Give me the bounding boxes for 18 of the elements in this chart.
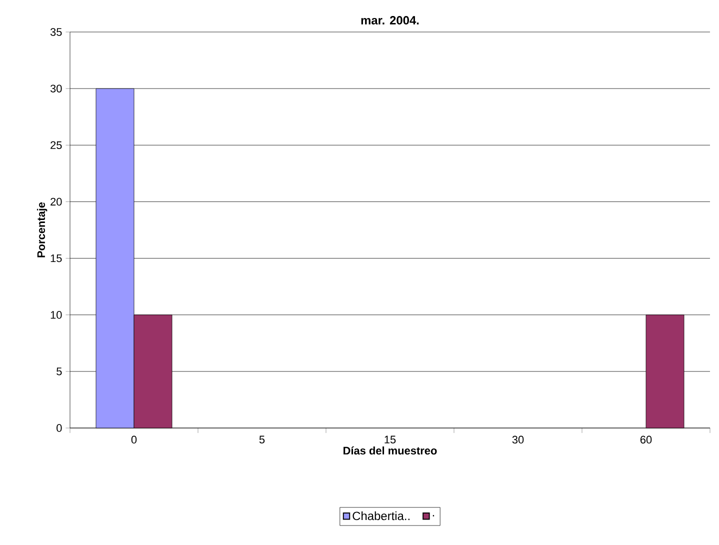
- y-tick-label: 25: [50, 141, 62, 150]
- x-tick-label: 15: [384, 436, 396, 444]
- chart-title: mar. 2004.: [361, 16, 419, 24]
- y-tick-label: 20: [50, 198, 62, 206]
- y-tick-label: 0: [56, 424, 62, 432]
- y-tick-label: 5: [56, 368, 62, 376]
- y-tick-label: 15: [50, 254, 62, 262]
- x-tick-label: 0: [131, 436, 137, 444]
- legend-label: Chabertia..: [352, 511, 410, 520]
- x-tick-label: 30: [512, 436, 524, 444]
- y-tick-label: 30: [50, 84, 62, 92]
- y-tick-label: 10: [50, 310, 62, 319]
- legend-label: .: [432, 515, 434, 516]
- x-tick-label: 60: [640, 436, 652, 444]
- y-tick-label: 35: [50, 28, 62, 36]
- x-tick-label: 5: [259, 436, 265, 444]
- x-axis-title: Días del muestreo: [344, 446, 437, 455]
- y-axis-title: Porcentaje: [36, 202, 48, 258]
